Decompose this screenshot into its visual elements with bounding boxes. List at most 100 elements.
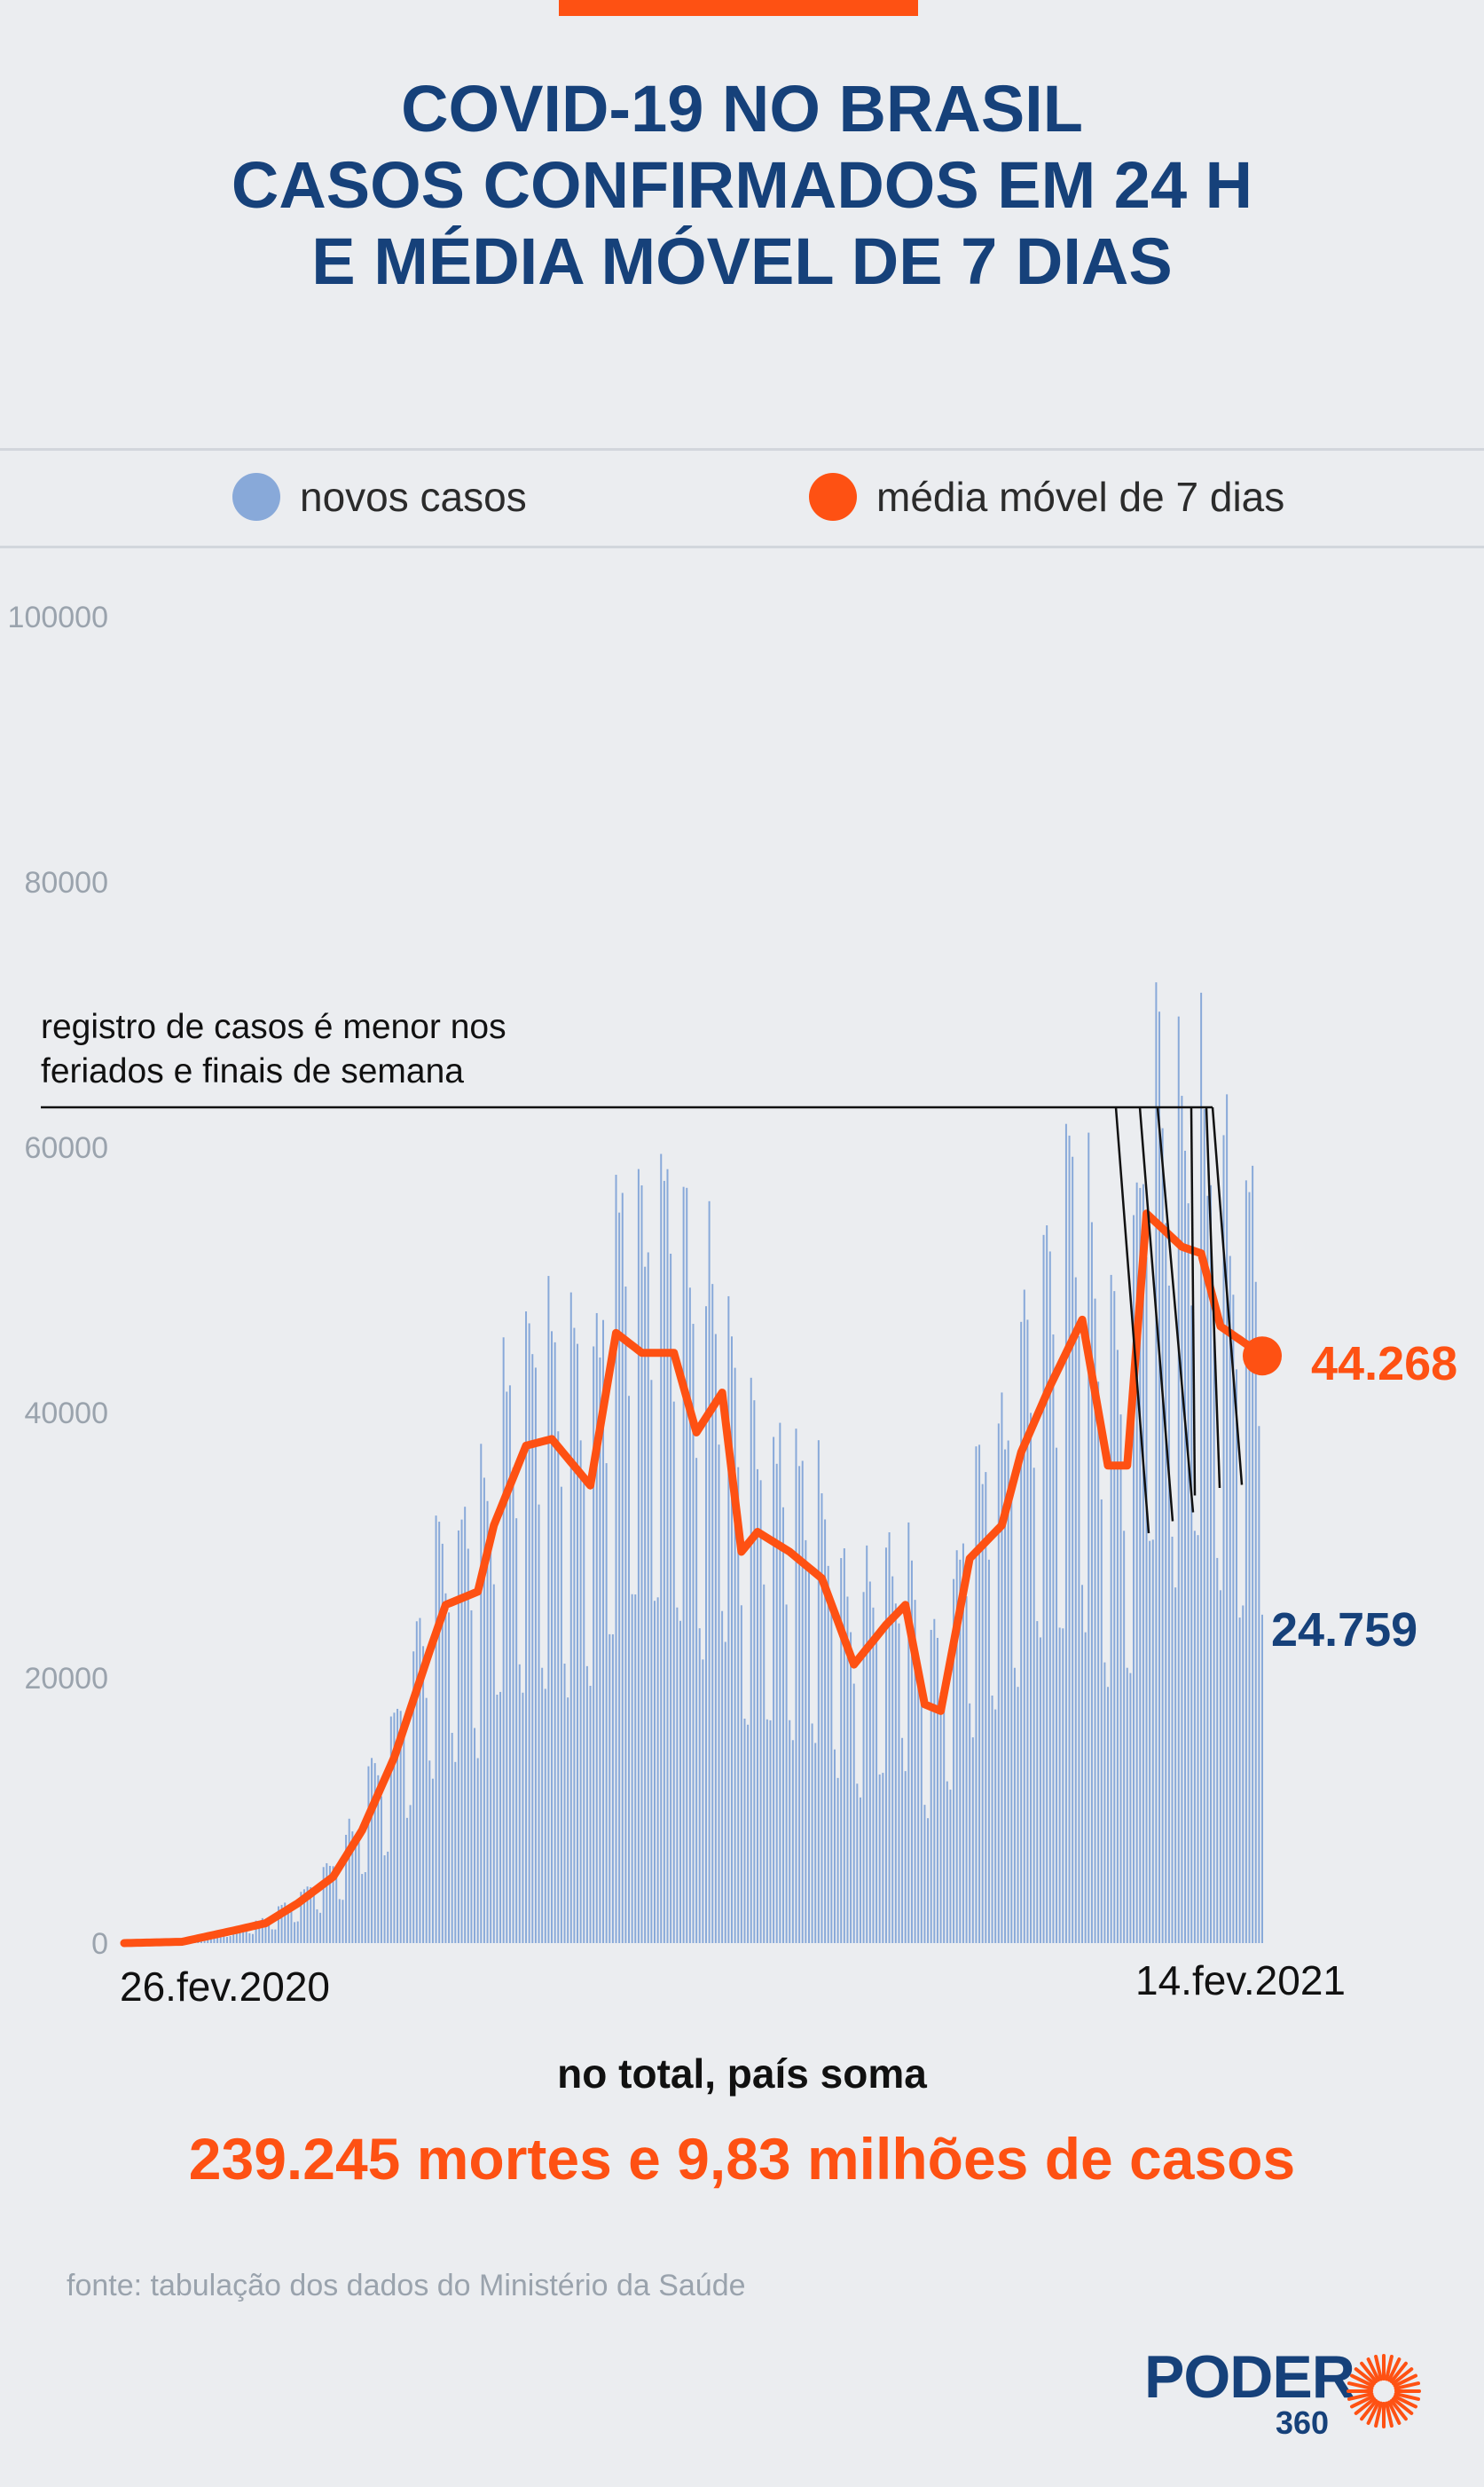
bar [991, 1695, 993, 1943]
bar [354, 1834, 357, 1943]
bar [1097, 1381, 1100, 1943]
bar [1187, 1203, 1190, 1943]
bar [705, 1306, 707, 1943]
legend-line-swatch [809, 473, 857, 521]
bar [583, 1480, 585, 1943]
bar [763, 1584, 766, 1943]
bar [836, 1777, 839, 1943]
moving-average-line [120, 1209, 1267, 1948]
bar [1110, 1274, 1112, 1943]
bar [898, 1623, 900, 1943]
y-tick-label: 20000 [24, 1662, 108, 1696]
bar [686, 1187, 688, 1943]
bar [593, 1346, 595, 1943]
bar [547, 1276, 550, 1943]
bar [345, 1834, 348, 1943]
bar [1181, 1096, 1183, 1943]
bar [785, 1604, 788, 1943]
bar [460, 1519, 463, 1943]
bar [1174, 1587, 1177, 1943]
bar [1254, 1281, 1257, 1943]
bar [817, 1440, 820, 1943]
bar [811, 1723, 813, 1943]
bar [1039, 1637, 1041, 1943]
bar [917, 1657, 920, 1943]
bar [1036, 1621, 1039, 1943]
bar [531, 1354, 534, 1943]
bar [492, 1584, 495, 1943]
bar [654, 1601, 656, 1943]
bar [1232, 1295, 1235, 1943]
bar [708, 1200, 711, 1943]
y-tick-label: 0 [91, 1927, 108, 1961]
bar [332, 1866, 334, 1943]
bar [750, 1377, 752, 1943]
bar [277, 1906, 279, 1943]
poder360-logo: PODER 360 [1144, 2342, 1437, 2449]
bar [730, 1336, 733, 1943]
bar [1126, 1667, 1128, 1943]
bar [428, 1760, 431, 1943]
bar [1078, 1335, 1080, 1943]
bar [965, 1596, 968, 1943]
logo-text: PODER [1144, 2343, 1355, 2411]
bar [563, 1663, 566, 1943]
bar [225, 1937, 228, 1943]
bar [682, 1186, 685, 1943]
bar [923, 1805, 926, 1943]
bar [525, 1311, 528, 1943]
bar [1072, 1156, 1074, 1943]
bar [512, 1468, 514, 1943]
bar [624, 1287, 627, 1943]
x-start-label: 26.fev.2020 [120, 1964, 330, 2010]
bar [660, 1153, 663, 1943]
cases-label: 24.759 [1271, 1603, 1417, 1657]
bar [1103, 1662, 1106, 1943]
bar [740, 1605, 742, 1943]
bar [271, 1929, 273, 1943]
bar [438, 1522, 441, 1943]
bar [502, 1337, 505, 1943]
bar [1245, 1180, 1247, 1943]
source-note: fonte: tabulação dos dados do Ministério… [67, 2269, 746, 2302]
sun-ray [1350, 2395, 1375, 2409]
bar [322, 1867, 325, 1943]
bar [628, 1396, 631, 1943]
bar [884, 1547, 887, 1943]
bar [943, 1695, 946, 1943]
bar [756, 1468, 758, 1943]
sun-ray [1366, 2357, 1380, 2382]
bar [232, 1926, 235, 1943]
bar [679, 1620, 681, 1943]
bar [1258, 1426, 1260, 1943]
bar [1030, 1413, 1033, 1943]
bar [1042, 1234, 1045, 1943]
bar [605, 1463, 608, 1943]
bar [528, 1323, 530, 1943]
bar [203, 1939, 206, 1943]
bar [280, 1904, 283, 1943]
bar [1145, 1256, 1148, 1943]
bar [663, 1180, 665, 1943]
bar [248, 1932, 251, 1943]
bar [541, 1667, 544, 1943]
bar [284, 1902, 287, 1943]
bar [1007, 1440, 1009, 1943]
sun-ray [1394, 2381, 1420, 2390]
bar [702, 1659, 704, 1943]
bar [781, 1507, 784, 1943]
bar [1155, 982, 1158, 1943]
bar [798, 1466, 801, 1943]
bar [448, 1612, 451, 1943]
bar [688, 1287, 691, 1943]
sun-ray [1366, 2400, 1380, 2425]
bar [602, 1319, 605, 1943]
bar [914, 1600, 916, 1943]
bar [1203, 1109, 1205, 1943]
bar [508, 1385, 511, 1943]
bar [310, 1886, 312, 1943]
bar [480, 1444, 483, 1943]
bar [1133, 1215, 1135, 1943]
bar [1064, 1123, 1067, 1943]
bar [775, 1463, 778, 1943]
